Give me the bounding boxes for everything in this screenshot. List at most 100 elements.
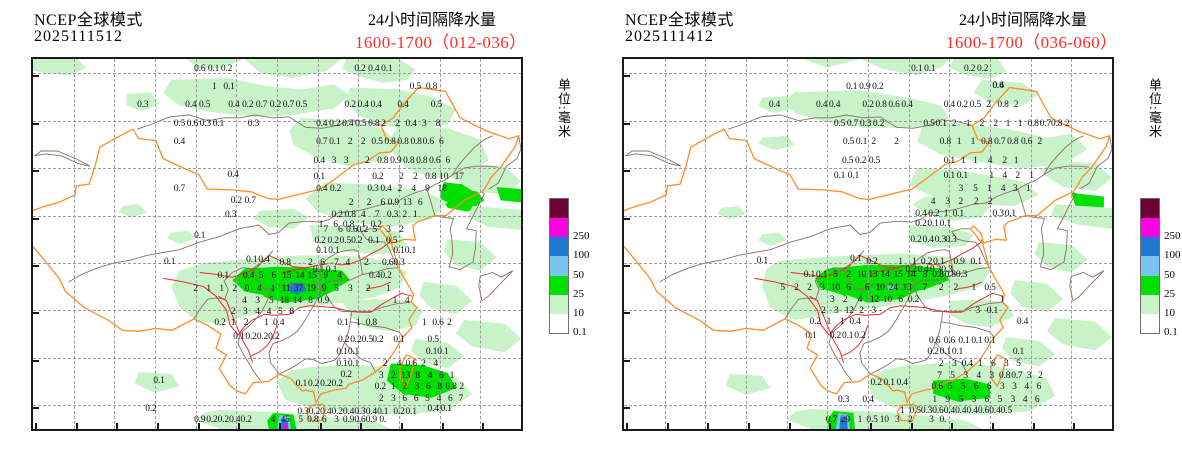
map-plot-right[interactable]: 0.1 0.1 0.2 0.2 0.1 0.9 0.2 0.4 0.4 0.4 0.4 0.2 0.8 0… bbox=[622, 57, 1114, 431]
precip-value: 14 bbox=[292, 295, 302, 306]
precip-value: 0.1 bbox=[404, 245, 417, 256]
precip-value: 0 bbox=[244, 283, 250, 294]
precip-value: 18 bbox=[279, 295, 289, 306]
precip-value: 0.9 bbox=[953, 257, 965, 268]
precip-value: 0.7 bbox=[316, 137, 328, 148]
precip-value: 0.2 bbox=[870, 378, 882, 389]
precip-value: 0.5 bbox=[427, 334, 439, 345]
precip-value: 1 bbox=[857, 415, 863, 426]
precip-value: 0.4 bbox=[316, 183, 328, 194]
precip-value: 0.1 bbox=[956, 170, 968, 181]
precip-value: 10 bbox=[882, 294, 893, 305]
precip-value: 1 bbox=[318, 220, 324, 231]
model-name-right: NCEP全球模式 bbox=[625, 12, 734, 29]
precip-value: 0.1 bbox=[803, 270, 816, 281]
precip-value: 0.5 bbox=[409, 82, 421, 93]
colorbar-tick-label: 50 bbox=[1164, 268, 1175, 281]
precip-value: 6 bbox=[271, 271, 277, 282]
x-axis-tick-mark bbox=[992, 423, 994, 429]
precip-value: 0.3 bbox=[224, 209, 237, 220]
precip-value: 6 bbox=[338, 224, 343, 235]
precip-value: 0.6 bbox=[429, 156, 441, 167]
precip-value: 0.2 bbox=[354, 64, 366, 75]
gridline-horizontal bbox=[624, 262, 1112, 264]
y-axis-tick-mark bbox=[33, 170, 39, 173]
precip-value: 7 bbox=[937, 370, 942, 381]
precip-value: 0.2 bbox=[356, 224, 369, 235]
precip-value: 0.5 bbox=[868, 155, 881, 166]
precip-value: 2 bbox=[364, 257, 369, 268]
precip-value: 0.2 bbox=[854, 331, 866, 342]
map-plot-left[interactable]: 0.6 0.1 0.2 0.2 0.4 0.1 1 0.1 0.5 0.8 0.3 0.4 0.5 0.4… bbox=[31, 57, 523, 431]
colorbar-segment bbox=[550, 199, 568, 219]
precip-value: 2 bbox=[1038, 370, 1043, 381]
precip-value: 0.4 bbox=[901, 99, 913, 110]
precip-value: 0.5 bbox=[198, 99, 211, 110]
precip-value: 3 bbox=[975, 306, 981, 317]
gridline-horizontal bbox=[33, 262, 521, 264]
precip-value: 0.4 bbox=[342, 119, 354, 130]
precip-value: 1 bbox=[899, 405, 905, 416]
precip-value: 8 bbox=[308, 295, 313, 306]
precip-value: 1 bbox=[989, 170, 994, 181]
precip-value: 1 bbox=[956, 136, 962, 147]
precip-value: 0.2 bbox=[380, 271, 392, 282]
precip-value: 0.6 bbox=[977, 405, 990, 416]
precip-value: 0.1 bbox=[217, 271, 229, 282]
precip-value: 0.4 bbox=[862, 394, 874, 405]
precip-value: 3 bbox=[1012, 382, 1017, 393]
precip-value: 0.1 bbox=[924, 64, 936, 75]
colorbar-tick-label: 100 bbox=[573, 249, 590, 262]
x-axis-tick-mark bbox=[626, 423, 628, 429]
precip-value: 1 bbox=[391, 382, 396, 393]
precip-value: 0.2 bbox=[956, 99, 968, 110]
precip-value: 0.6 bbox=[381, 257, 394, 268]
precip-value: 8 bbox=[289, 307, 294, 318]
map-geography bbox=[33, 59, 521, 429]
precip-value: 0.4 bbox=[227, 169, 239, 180]
precip-value: 0.3 bbox=[393, 257, 405, 268]
precip-value: 1 bbox=[386, 283, 391, 294]
precip-value: 6 bbox=[990, 359, 996, 370]
precip-value: 3 bbox=[963, 370, 968, 381]
precip-value: 0.1 bbox=[933, 257, 945, 268]
precip-value: 0.2 bbox=[314, 236, 326, 247]
precip-value: 0.2 bbox=[372, 171, 384, 182]
precip-value: 29 bbox=[840, 415, 850, 426]
precip-value: 0.3 bbox=[992, 208, 1004, 219]
precip-value: 4 bbox=[345, 257, 351, 268]
precip-value: 0.1 bbox=[805, 331, 817, 342]
precip-value: 1 bbox=[986, 183, 992, 194]
precip-value: 5 bbox=[958, 394, 963, 405]
precip-value: 0.4 bbox=[943, 405, 955, 416]
precip-value: 3 bbox=[829, 294, 835, 305]
precip-value: 2 bbox=[938, 282, 944, 293]
precip-value: 0.1 bbox=[1004, 208, 1016, 219]
precip-value: 0.3 bbox=[367, 183, 379, 194]
precip-value: 1 bbox=[1005, 118, 1011, 129]
precip-value: 0.4 bbox=[896, 378, 908, 389]
precip-value: 0.5 bbox=[909, 405, 921, 416]
precip-value: 0.5 bbox=[842, 136, 855, 147]
precip-value: 6 bbox=[320, 257, 325, 268]
precip-value: 0.2 bbox=[217, 415, 229, 426]
precip-value: 0.2 bbox=[928, 208, 940, 219]
gridline-horizontal bbox=[33, 405, 521, 407]
precip-value: 0.1 bbox=[847, 170, 859, 181]
panel-header-right: NCEP全球模式 2025111412 24小时间隔降水量 1600-1700（… bbox=[591, 0, 1182, 56]
precip-value: 0.4 bbox=[313, 156, 325, 167]
precip-value: 6 bbox=[439, 370, 444, 381]
precip-value: 0.8 bbox=[365, 317, 377, 328]
precip-value: 2 bbox=[412, 171, 418, 182]
precip-value: 4 bbox=[987, 155, 993, 166]
precip-value: 7 bbox=[922, 282, 928, 293]
precip-value: 0.4 bbox=[316, 119, 328, 130]
precip-value: 0.6 bbox=[346, 224, 358, 235]
precip-value: 2 bbox=[894, 136, 899, 147]
precip-value: 2 bbox=[402, 209, 407, 220]
precip-value: 2 bbox=[986, 99, 991, 110]
precip-value: 1 bbox=[421, 317, 427, 328]
precip-value: 0.1 bbox=[329, 137, 341, 148]
precip-value: 5 bbox=[947, 382, 953, 393]
precip-value: 4 bbox=[360, 209, 366, 220]
